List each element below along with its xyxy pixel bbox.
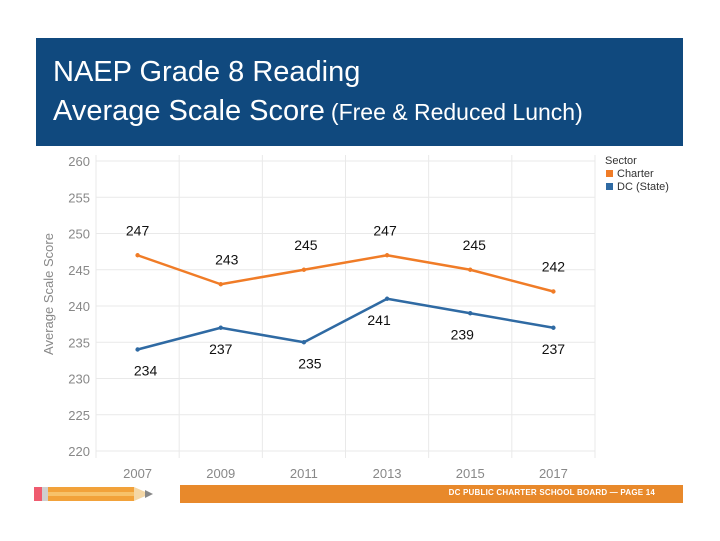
data-point bbox=[135, 347, 140, 352]
series-line-charter bbox=[137, 254, 554, 293]
legend-item: DC (State) bbox=[617, 181, 669, 193]
line-chart: 220 225 230 235 240 245 250 255 260 2007 2009 2011 2… bbox=[41, 154, 669, 481]
data-point bbox=[551, 325, 556, 330]
data-label: 235 bbox=[298, 355, 322, 371]
slide-title-main: Average Scale Score bbox=[53, 95, 325, 127]
data-label: 242 bbox=[542, 259, 566, 275]
x-tick-label: 2007 bbox=[123, 466, 152, 481]
x-tick-label: 2017 bbox=[539, 466, 568, 481]
y-tick-label: 240 bbox=[68, 299, 90, 314]
data-point bbox=[384, 253, 390, 258]
data-point bbox=[384, 296, 390, 301]
slide-title-line1: NAEP Grade 8 Reading bbox=[53, 56, 361, 88]
y-tick-label: 225 bbox=[68, 408, 90, 423]
slide-title-line2: Average Scale Score (Free & Reduced Lunch… bbox=[53, 94, 583, 129]
arrow-icon bbox=[145, 490, 153, 498]
data-label: 247 bbox=[126, 222, 150, 238]
data-label: 237 bbox=[542, 341, 566, 357]
y-tick-label: 220 bbox=[68, 444, 90, 459]
footer-text: DC PUBLIC CHARTER SCHOOL BOARD — PAGE 14 bbox=[448, 488, 655, 497]
footer-bar: DC PUBLIC CHARTER SCHOOL BOARD — PAGE 14 bbox=[180, 485, 683, 503]
data-point bbox=[301, 340, 307, 345]
x-tick-label: 2013 bbox=[373, 466, 402, 481]
data-point bbox=[468, 311, 473, 316]
data-label: 245 bbox=[294, 237, 318, 253]
legend-item: Charter bbox=[617, 168, 654, 180]
data-label: 243 bbox=[215, 251, 239, 267]
legend-title: Sector bbox=[605, 155, 637, 167]
x-tick-label: 2015 bbox=[456, 466, 485, 481]
y-tick-label: 245 bbox=[68, 263, 90, 278]
data-label: 241 bbox=[367, 312, 391, 328]
legend-swatch bbox=[606, 183, 613, 190]
data-point bbox=[218, 325, 223, 330]
y-tick-label: 255 bbox=[68, 190, 90, 205]
legend-swatch bbox=[606, 170, 613, 177]
data-point bbox=[218, 282, 223, 287]
data-point bbox=[135, 253, 140, 258]
data-point bbox=[551, 289, 556, 294]
data-label: 239 bbox=[451, 326, 475, 342]
data-label: 245 bbox=[463, 237, 487, 253]
data-label: 234 bbox=[134, 363, 158, 379]
series-line-dc-state- bbox=[137, 297, 554, 351]
pencil-icon bbox=[34, 487, 152, 501]
data-point bbox=[468, 267, 473, 272]
y-tick-label: 235 bbox=[68, 335, 90, 350]
title-banner: NAEP Grade 8 Reading Average Scale Score… bbox=[36, 38, 683, 146]
data-label: 237 bbox=[209, 341, 233, 357]
y-tick-label: 250 bbox=[68, 227, 90, 242]
y-axis-label: Average Scale Score bbox=[41, 233, 56, 355]
data-label: 247 bbox=[373, 222, 397, 238]
x-tick-label: 2011 bbox=[290, 466, 318, 481]
x-tick-label: 2009 bbox=[206, 466, 235, 481]
y-tick-label: 260 bbox=[68, 154, 90, 169]
slide-title-sub: (Free & Reduced Lunch) bbox=[330, 99, 583, 125]
data-point bbox=[301, 267, 307, 272]
y-tick-label: 230 bbox=[68, 372, 90, 387]
